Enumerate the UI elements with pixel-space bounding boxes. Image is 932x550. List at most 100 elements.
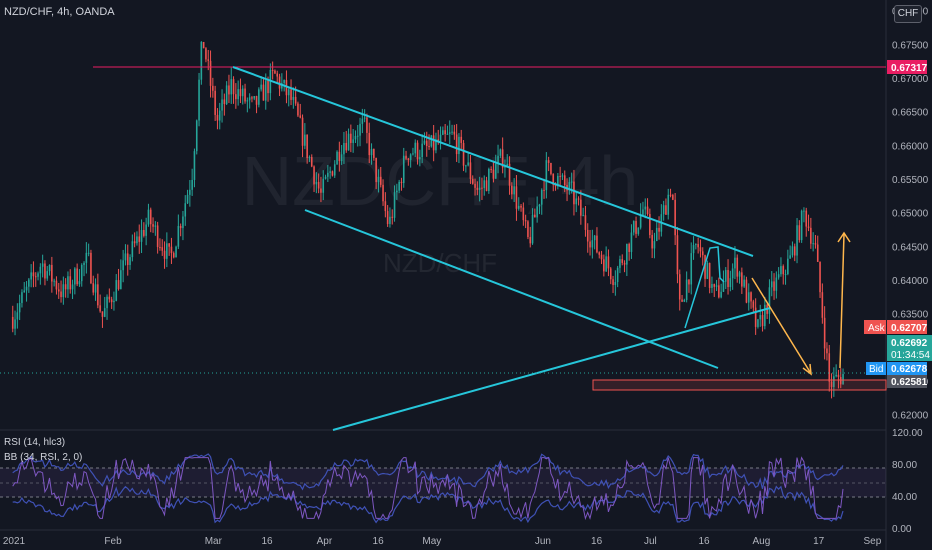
candle-body [743,279,745,287]
candle-body [18,302,21,313]
descending-channel-upper-line[interactable] [232,66,754,257]
candle-body [800,210,803,241]
candle-body [283,80,285,84]
candle-body [216,114,219,121]
down-arrow-line[interactable] [751,277,811,373]
candle-body [540,189,543,205]
candle-body [129,257,131,265]
candle-body [830,381,833,387]
candle-body [453,131,456,135]
rising-trendline[interactable] [332,307,771,431]
candle-body [262,84,265,101]
candle-body [186,194,189,204]
candle-body [455,134,458,155]
candle-body [23,290,26,293]
candlestick-series [11,41,844,399]
candle-body [44,263,46,279]
bb-upper-band [12,453,844,491]
candle-body [835,374,837,377]
up-arrow-line[interactable] [839,233,845,369]
time-axis[interactable]: 2021 Feb Mar 16 Apr 16 May Jun 16 Jul 16 Aug 17 Sep [3,536,882,547]
candle-body [189,189,191,195]
candle-body [168,243,170,247]
candle-body [264,80,267,101]
candle-body [724,270,727,282]
candle-body [182,216,184,229]
candle-body [212,85,214,91]
candle-body [363,117,366,119]
candle-body [589,241,591,248]
candle-body [315,181,318,185]
candle-body [39,266,42,274]
candle-body [580,199,582,216]
candle-body [170,246,173,254]
candle-body [736,257,739,277]
ask-price-label-bg [887,320,927,334]
candle-body [379,176,382,185]
candle-body [494,163,497,179]
candle-body [294,96,297,104]
candle-body [626,243,628,265]
candle-body [28,279,30,287]
candle-body [46,271,49,279]
candle-body [483,180,486,189]
candle-body [200,41,203,80]
candle-body [823,317,826,349]
candle-body [515,186,518,209]
candle-body [635,221,637,234]
candle-body [366,117,368,133]
candle-body [412,153,414,155]
candle-body [237,89,239,100]
candle-body [152,224,154,227]
candle-body [596,235,598,253]
candle-body [55,280,58,290]
candle-body [681,299,683,302]
candle-body [74,268,76,285]
candle-body [662,205,665,215]
candle-body [609,268,612,280]
candle-body [791,246,794,256]
candle-body [322,178,325,193]
bb-indicator-title[interactable]: BB (34, RSI, 2, 0) [4,452,83,463]
rsi-axis[interactable]: 120.00 80.00 40.00 0.00 [892,428,923,535]
candle-body [803,210,805,212]
candle-body [299,115,302,118]
symbol-title[interactable]: NZD/CHF, 4h, OANDA [4,6,115,18]
candle-body [230,79,233,95]
candle-body [32,272,35,277]
currency-button[interactable]: CHF [894,5,922,23]
candle-body [745,279,748,303]
candle-body [421,143,423,158]
candle-body [575,198,578,205]
candle-body [352,139,354,143]
price-tick-label: 0.67500 [892,40,929,51]
candle-body [156,225,159,248]
candle-body [828,353,831,382]
candle-body [193,151,196,180]
candle-body [225,85,228,105]
candle-body [292,96,295,100]
candle-body [67,276,69,290]
candle-body [545,160,548,191]
candle-body [228,85,230,95]
candle-body [285,80,288,96]
support-zone-rectangle[interactable] [592,379,887,391]
candle-body [21,292,23,303]
candle-body [619,259,621,268]
candle-body [370,148,373,156]
candle-body [448,132,451,134]
candle-body [106,296,108,309]
candle-body [108,296,111,300]
candle-body [780,266,782,275]
candle-body [145,224,147,236]
triangle-drawing[interactable] [684,246,725,329]
candle-body [356,135,359,137]
rsi-indicator-title[interactable]: RSI (14, hlc3) [4,437,66,448]
candle-body [462,142,465,166]
candle-body [258,89,260,105]
candle-body [191,179,193,190]
candle-body [642,209,644,215]
candle-body [271,70,274,72]
candle-body [350,133,352,143]
